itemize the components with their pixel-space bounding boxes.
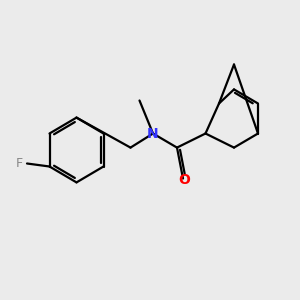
Text: O: O — [178, 173, 190, 187]
Text: N: N — [147, 127, 159, 140]
Text: F: F — [15, 157, 22, 170]
